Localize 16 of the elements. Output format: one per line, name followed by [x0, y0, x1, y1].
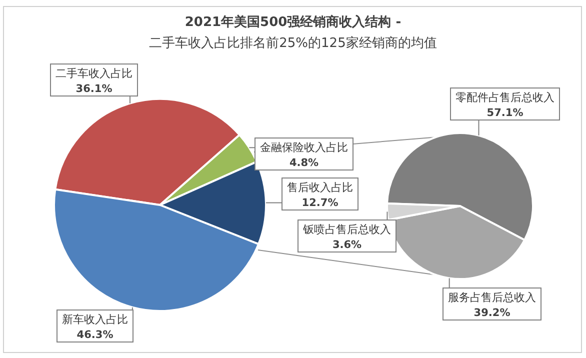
slice-label: 服务占售后总收入 — [448, 291, 536, 304]
data-label: 4.8% — [289, 157, 320, 169]
slice-label: 新车收入占比 — [62, 313, 128, 326]
data-label: 57.1% — [486, 107, 524, 119]
data-label: 36.1% — [76, 83, 113, 95]
slice-label: 金融保险收入占比 — [260, 141, 348, 154]
slice-label: 二手车收入占比 — [56, 67, 132, 80]
data-label: 46.3% — [76, 329, 114, 341]
data-label: 12.7% — [302, 197, 339, 209]
slice-label: 钣喷占售后总收入 — [302, 223, 391, 236]
chart-subtitle: 二手车收入占比排名前25%的125家经销商的均值 — [149, 35, 437, 51]
data-label: 39.2% — [474, 307, 511, 319]
data-label: 3.6% — [332, 239, 362, 251]
slice-label: 零配件占售后总收入 — [456, 91, 554, 104]
slice-label: 售后收入占比 — [287, 181, 353, 194]
chart-title: 2021年美国500强经销商收入结构 - — [184, 14, 402, 30]
